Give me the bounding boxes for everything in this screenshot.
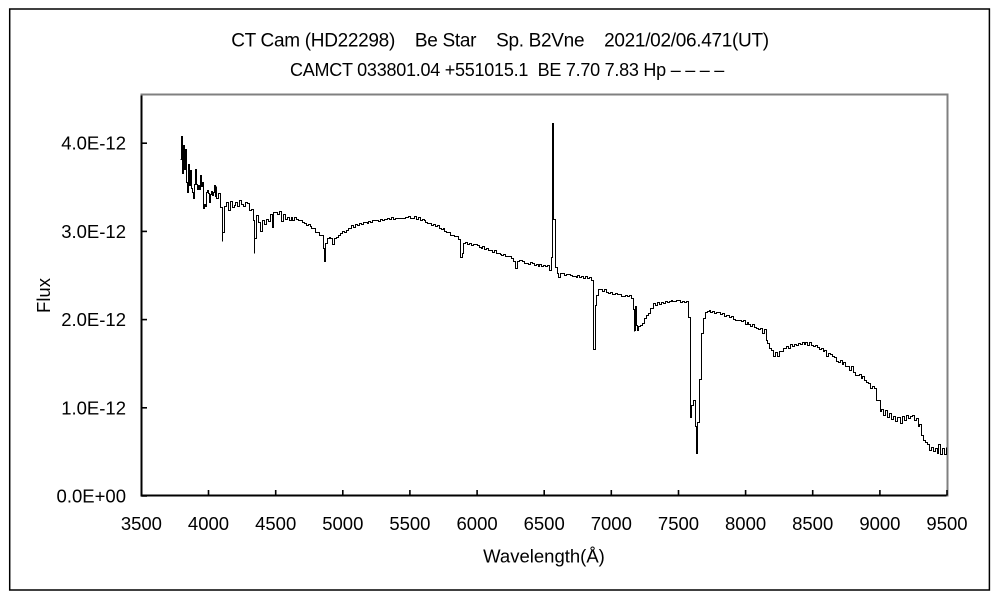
svg-text:5000: 5000	[322, 513, 363, 534]
svg-text:9500: 9500	[926, 513, 967, 534]
svg-text:6000: 6000	[457, 513, 498, 534]
svg-text:4000: 4000	[188, 513, 229, 534]
svg-text:1.0E-12: 1.0E-12	[61, 397, 126, 418]
svg-text:Wavelength(Å): Wavelength(Å)	[483, 546, 605, 567]
svg-text:2.0E-12: 2.0E-12	[61, 309, 126, 330]
svg-text:5500: 5500	[389, 513, 430, 534]
svg-text:3500: 3500	[121, 513, 162, 534]
svg-text:4500: 4500	[255, 513, 296, 534]
svg-text:CAMCT 033801.04 +551015.1 BE: CAMCT 033801.04 +551015.1 BE 7.70 7.83 H…	[290, 60, 724, 80]
svg-text:3.0E-12: 3.0E-12	[61, 221, 126, 242]
svg-text:7500: 7500	[658, 513, 699, 534]
svg-text:8500: 8500	[792, 513, 833, 534]
svg-text:9000: 9000	[859, 513, 900, 534]
svg-text:4.0E-12: 4.0E-12	[61, 133, 126, 154]
svg-text:Flux: Flux	[33, 277, 54, 313]
svg-text:7000: 7000	[591, 513, 632, 534]
svg-text:0.0E+00: 0.0E+00	[57, 486, 126, 507]
svg-text:CT Cam (HD22298) Be Star: CT Cam (HD22298) Be Star Sp. B2Vne 2021/…	[231, 31, 769, 52]
svg-text:8000: 8000	[725, 513, 766, 534]
svg-text:6500: 6500	[524, 513, 565, 534]
